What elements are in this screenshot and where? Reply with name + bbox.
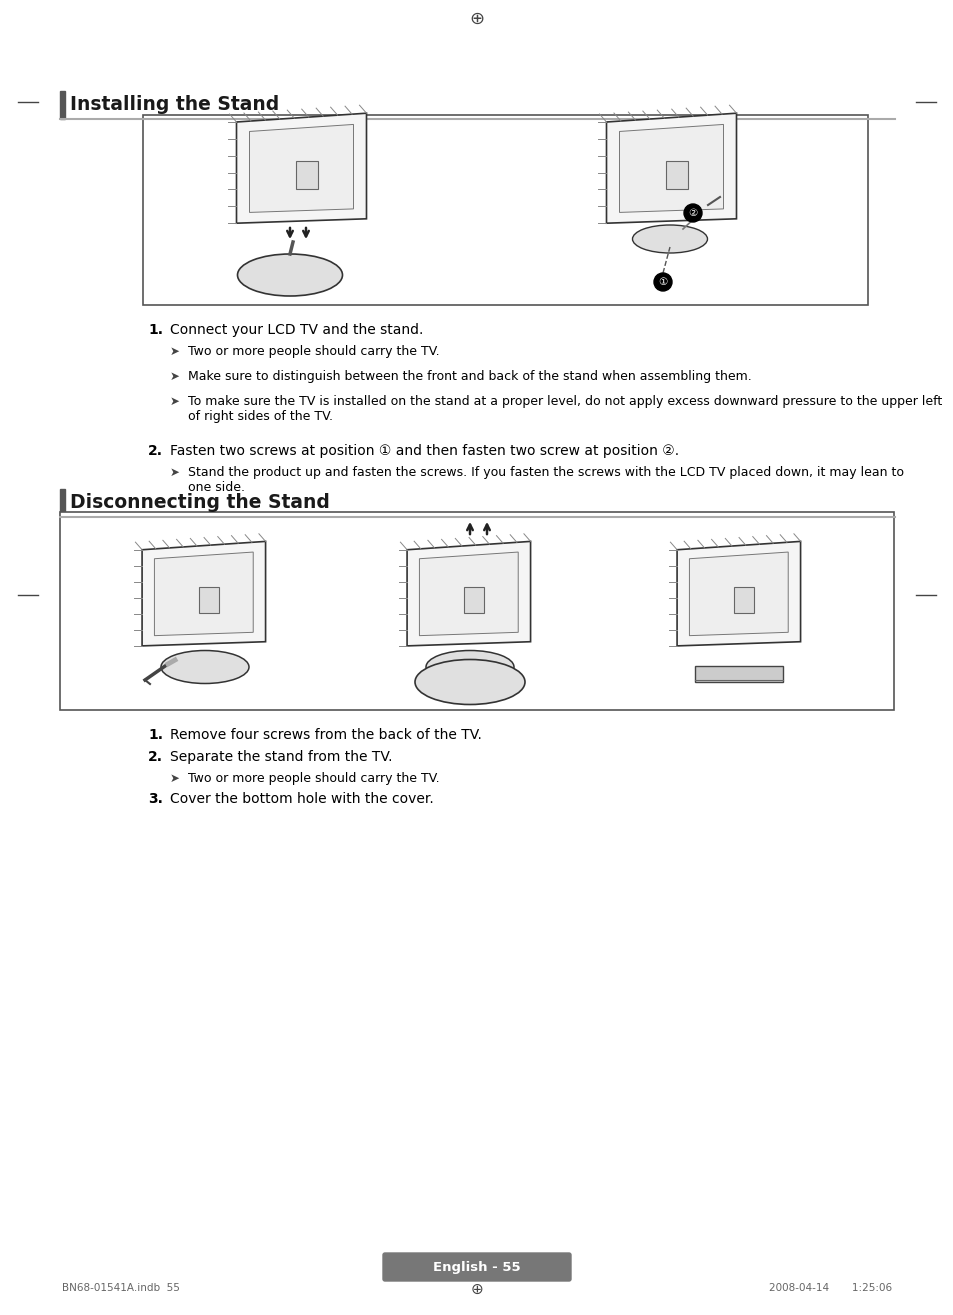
Text: 1.: 1. bbox=[148, 323, 163, 337]
Text: ➤: ➤ bbox=[170, 394, 180, 408]
Ellipse shape bbox=[632, 225, 707, 252]
Text: Two or more people should carry the TV.: Two or more people should carry the TV. bbox=[188, 345, 439, 358]
Text: Fasten two screws at position ① and then fasten two screw at position ②.: Fasten two screws at position ① and then… bbox=[170, 444, 679, 458]
Text: 2008-04-14       1:25:06: 2008-04-14 1:25:06 bbox=[768, 1283, 891, 1293]
Text: Make sure to distinguish between the front and back of the stand when assembling: Make sure to distinguish between the fro… bbox=[188, 370, 751, 383]
Polygon shape bbox=[677, 542, 800, 646]
Bar bbox=[295, 160, 317, 189]
Bar bbox=[60, 91, 65, 118]
Text: 3.: 3. bbox=[148, 792, 163, 806]
Text: Disconnecting the Stand: Disconnecting the Stand bbox=[70, 493, 330, 512]
Text: 1.: 1. bbox=[148, 729, 163, 742]
Text: ➤: ➤ bbox=[170, 345, 180, 358]
Text: BN68-01541A.indb  55: BN68-01541A.indb 55 bbox=[62, 1283, 180, 1293]
Text: ➤: ➤ bbox=[170, 466, 180, 479]
Ellipse shape bbox=[237, 254, 342, 296]
Bar bbox=[60, 512, 893, 710]
Text: To make sure the TV is installed on the stand at a proper level, do not apply ex: To make sure the TV is installed on the … bbox=[188, 394, 942, 423]
Text: Connect your LCD TV and the stand.: Connect your LCD TV and the stand. bbox=[170, 323, 423, 337]
Ellipse shape bbox=[161, 651, 249, 684]
Polygon shape bbox=[618, 125, 722, 213]
Polygon shape bbox=[606, 113, 736, 224]
Bar bbox=[143, 114, 867, 305]
Text: ⊕: ⊕ bbox=[469, 11, 484, 28]
Ellipse shape bbox=[415, 660, 524, 705]
Bar bbox=[463, 586, 484, 613]
Polygon shape bbox=[407, 542, 530, 646]
Bar bbox=[665, 160, 687, 189]
FancyBboxPatch shape bbox=[382, 1253, 571, 1281]
Text: Stand the product up and fasten the screws. If you fasten the screws with the LC: Stand the product up and fasten the scre… bbox=[188, 466, 903, 494]
Text: ➤: ➤ bbox=[170, 772, 180, 785]
Text: Separate the stand from the TV.: Separate the stand from the TV. bbox=[170, 750, 392, 764]
Text: Cover the bottom hole with the cover.: Cover the bottom hole with the cover. bbox=[170, 792, 434, 806]
Text: Remove four screws from the back of the TV.: Remove four screws from the back of the … bbox=[170, 729, 481, 742]
Polygon shape bbox=[154, 552, 253, 635]
Polygon shape bbox=[689, 552, 787, 635]
Text: ②: ② bbox=[688, 208, 697, 218]
Bar bbox=[60, 489, 65, 517]
Polygon shape bbox=[250, 125, 354, 213]
Bar bbox=[198, 586, 219, 613]
Text: ⊕: ⊕ bbox=[470, 1282, 483, 1297]
Bar bbox=[733, 586, 754, 613]
Polygon shape bbox=[142, 542, 265, 646]
Circle shape bbox=[683, 204, 701, 222]
Text: 2.: 2. bbox=[148, 750, 163, 764]
Bar bbox=[695, 665, 782, 682]
Text: ①: ① bbox=[658, 277, 667, 287]
Text: ➤: ➤ bbox=[170, 370, 180, 383]
Polygon shape bbox=[236, 113, 366, 224]
Text: English - 55: English - 55 bbox=[433, 1261, 520, 1273]
Text: 2.: 2. bbox=[148, 444, 163, 458]
Text: Installing the Stand: Installing the Stand bbox=[70, 95, 279, 114]
Circle shape bbox=[654, 274, 671, 291]
Polygon shape bbox=[419, 552, 517, 635]
Ellipse shape bbox=[426, 651, 514, 684]
Text: Two or more people should carry the TV.: Two or more people should carry the TV. bbox=[188, 772, 439, 785]
